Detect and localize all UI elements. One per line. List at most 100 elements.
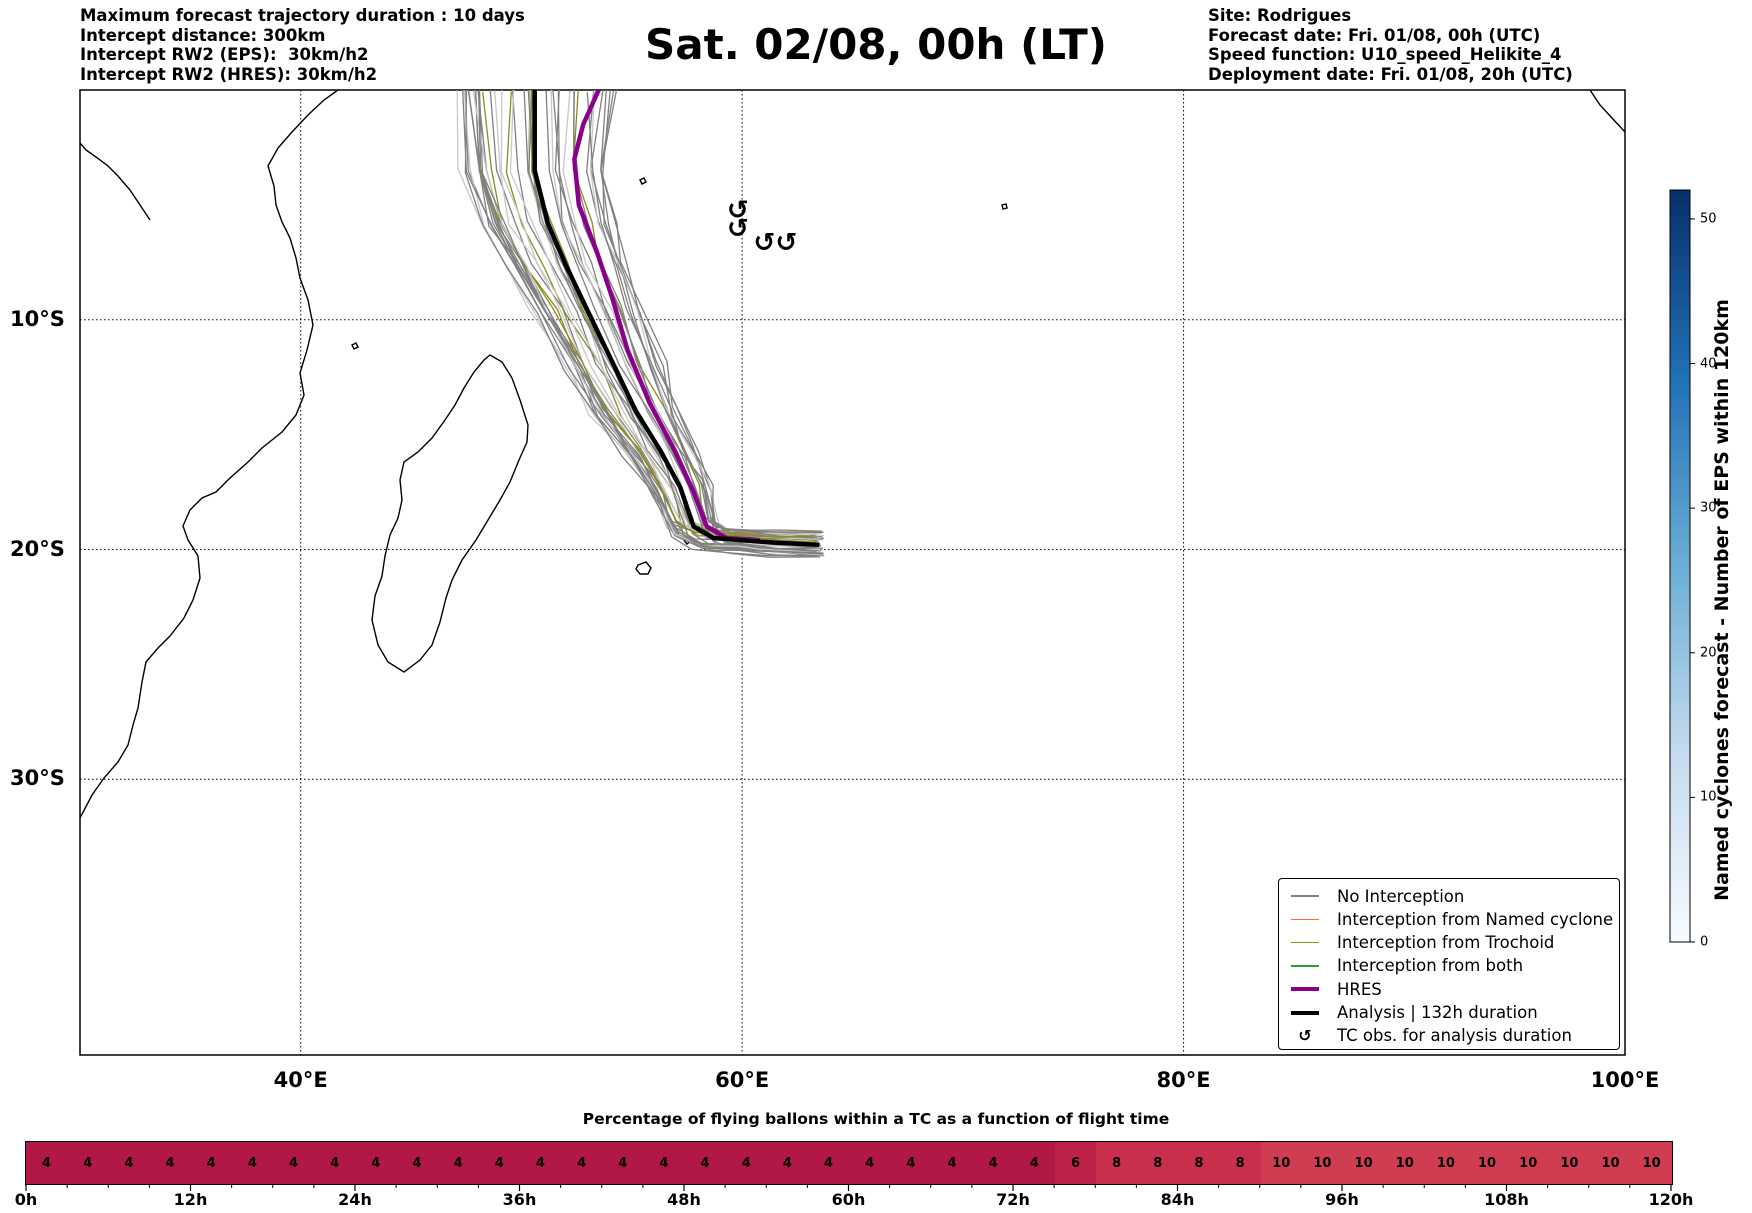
percentage-cell: 4 [890,1142,932,1184]
percentage-cell: 10 [1589,1142,1632,1184]
header-left: Maximum forecast trajectory duration : 1… [80,6,525,84]
madagascar-coast [371,354,529,673]
percentage-cell: 10 [1631,1142,1673,1184]
percentage-cell: 10 [1260,1142,1302,1184]
percentage-cell: 4 [190,1142,232,1184]
percentage-cell: 4 [643,1142,685,1184]
percentage-cell: 10 [1425,1142,1467,1184]
percentage-tick-label: 108h [1484,1190,1529,1209]
horn-coast [80,142,151,221]
percentage-cell: 8 [1096,1142,1138,1184]
tc-obs-symbol: ↺ [727,196,749,226]
legend-item: HRES [1279,978,1382,1000]
africa-coast [80,90,339,819]
legend-label: HRES [1337,979,1382,999]
legend-swatch [1291,918,1319,921]
percentage-cell: 10 [1466,1142,1508,1184]
comoros-island [351,342,359,350]
lon-tick-label: 60°E [715,1068,770,1092]
percentage-cell: 10 [1343,1142,1385,1184]
percentage-cell: 4 [561,1142,603,1184]
tc-obs-icon: ↺ [1298,1026,1312,1046]
analysis-track [532,90,820,548]
percentage-tick-label: 96h [1325,1190,1359,1209]
percentage-tick-label: 84h [1160,1190,1195,1209]
colorbar-tick-label: 30 [1700,500,1717,516]
percentage-cell: 10 [1548,1142,1590,1184]
legend-label: Analysis | 132h duration [1337,1003,1538,1022]
percentage-tick-label: 12h [173,1190,208,1209]
percentage-cell: 10 [1384,1142,1426,1184]
legend-label: TC obs. for analysis duration [1337,1026,1572,1046]
percentage-cell: 4 [766,1142,808,1184]
percentage-cell: 4 [1013,1142,1055,1184]
legend-swatch [1291,1010,1319,1015]
hres-track [572,90,760,543]
legend-swatch [1291,965,1319,967]
eps-trajectory [478,91,824,555]
legend-item: ↺ TC obs. for analysis duration [1279,1025,1572,1047]
header-right-line: Forecast date: Fri. 01/08, 00h (UTC) [1208,25,1541,45]
legend-item: Analysis | 132h duration [1279,1002,1538,1024]
percentage-cell: 4 [67,1142,109,1184]
colorbar-tick-label: 0 [1700,934,1709,950]
colorbar-tick-label: 40 [1700,356,1717,372]
lon-tick-label: 100°E [1590,1068,1660,1092]
header-left-line: Maximum forecast trajectory duration : 1… [80,6,525,25]
legend-label: Interception from Trochoid [1337,933,1555,953]
percentage-cell: 8 [1137,1142,1179,1184]
percentage-cell: 4 [931,1142,973,1184]
percentage-cell: 4 [602,1142,644,1184]
lon-tick-label: 80°E [1156,1068,1211,1092]
percentage-bar-title: Percentage of flying ballons within a TC… [582,1110,1170,1128]
percentage-cell: 4 [231,1142,273,1184]
percentage-cell: 4 [849,1142,891,1184]
chagos-island [1001,203,1008,210]
percentage-tick-label: 36h [502,1190,537,1209]
colorbar-tick-label: 50 [1700,211,1717,227]
percentage-cell: 4 [149,1142,191,1184]
percentage-cell: 4 [108,1142,150,1184]
tc-obs-symbol: ↺ [753,228,775,258]
percentage-cell: 6 [1054,1142,1097,1184]
colorbar-tick-label: 20 [1700,645,1717,661]
lon-tick-label: 40°E [273,1068,328,1092]
percentage-cell: 4 [437,1142,479,1184]
mauritius-island [635,561,652,575]
legend-swatch [1291,987,1319,992]
sumatra-coast [1589,90,1625,133]
page-title: Sat. 02/08, 00h (LT) [645,20,1107,69]
legend-label: Interception from both [1337,956,1524,976]
percentage-tick-label: 60h [831,1190,866,1209]
header-right-line: Site: Rodrigues [1208,6,1352,25]
legend-item: Interception from both [1279,955,1523,977]
colorbar-ticks [1690,218,1695,943]
percentage-cell: 4 [272,1142,315,1184]
eps-trajectory [464,90,825,557]
percentage-cell: 4 [807,1142,850,1184]
header-left-line: Intercept RW2 (HRES): 30km/h2 [80,64,378,84]
header-left-line: Intercept distance: 300km [80,25,326,45]
percentage-tick-label: 72h [996,1190,1030,1209]
legend-item: Interception from Trochoid [1279,932,1554,954]
percentage-cell: 10 [1507,1142,1549,1184]
legend-label: Interception from Named cyclone [1337,909,1614,929]
percentage-cell: 10 [1301,1142,1343,1184]
eps-trajectory [586,92,818,539]
legend: No Interception Interception from Named c… [1278,878,1620,1050]
header-right-line: Deployment date: Fri. 01/08, 20h (UTC) [1208,64,1573,84]
eps-trajectory [472,90,823,556]
percentage-cell: 4 [26,1142,68,1184]
colorbar-tick-label: 10 [1700,789,1717,805]
tc-obs-symbol: ↺ [727,214,749,244]
tc-observations: ↺↺ ↺ ↺ [727,196,797,258]
percentage-cell: 4 [972,1142,1014,1184]
percentage-cell: 4 [725,1142,767,1184]
percentage-cell: 4 [684,1142,726,1184]
colorbar-label: Named cyclones forecast - Number of EPS … [1711,299,1733,901]
lat-tick-label: 20°S [10,536,65,561]
percentage-cell: 4 [519,1142,562,1184]
legend-swatch [1291,941,1319,944]
percentage-cell: 4 [396,1142,438,1184]
coastlines [80,90,1625,819]
